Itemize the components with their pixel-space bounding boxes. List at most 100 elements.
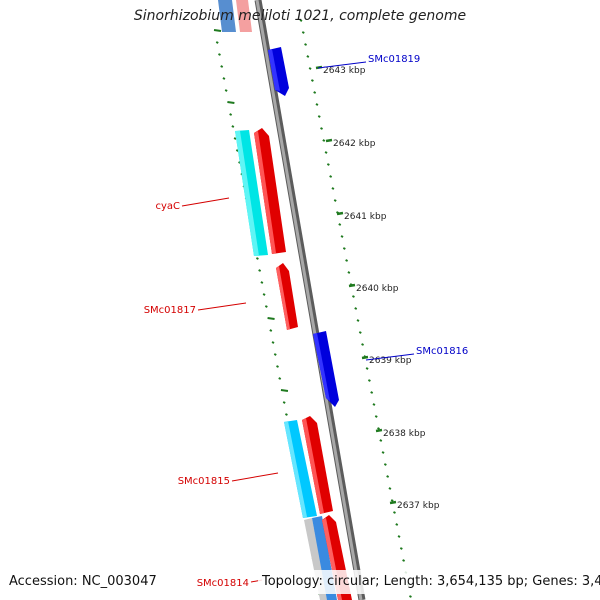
outer-tick [306,55,310,58]
gene-label-SMc01819[interactable]: SMc01819 [368,54,420,65]
gene-label-leader [197,302,247,311]
inner-tick [273,353,277,356]
outer-tick [374,415,378,418]
inner-tick [264,305,268,308]
gene-label-SMc01816[interactable]: SMc01816 [416,346,468,357]
cds-SMc01816-shade [313,333,330,401]
inner-tick [227,101,235,104]
outer-tick [402,559,406,562]
outer-tick [351,295,355,298]
outer-tick [397,535,401,538]
outer-tick [393,511,396,514]
rna-SMc01815-shade [284,421,307,518]
outer-tick [310,79,314,82]
kbp-labels: 2643 kbp 2642 kbp 2641 kbp 2640 kbp 2639 kbp… [315,65,440,511]
outer-tick [365,367,369,370]
inner-tick [269,329,273,332]
outer-tick [377,427,380,430]
kbp-label: 2640 kbp [356,284,399,294]
gene-label-leader [181,197,230,207]
inner-tick [229,113,233,116]
inner-tick [218,53,221,56]
cds-top-partial-blue[interactable] [218,0,236,32]
outer-tick [372,403,376,406]
accession-text: Accession: NC_003047 [9,574,157,589]
outer-tick [383,463,387,466]
gene-label-SMc01817[interactable]: SMc01817 [144,305,196,316]
cds-SMc01817[interactable] [276,263,298,330]
gene-labels: SMc01819 cyaC SMc01817 SMc01816 SMc01815 SMc0… [144,54,469,589]
inner-tick [224,89,228,92]
inner-tick [213,29,222,32]
outer-tick [408,595,412,598]
cds-SMc01819-shade [268,49,280,91]
outer-tick [342,247,346,250]
outer-tick [381,451,385,454]
genome-backbone-highlight [255,0,363,600]
outer-tick [388,487,392,490]
outer-tick [333,199,337,202]
genome-summary-text: Topology: circular; Length: 3,654,135 bp… [262,574,600,589]
outer-tick [320,127,323,130]
kbp-tick [389,500,397,505]
inner-tick [258,269,262,272]
kbp-tick [361,355,369,360]
outer-tick-track [299,19,412,598]
inner-tick [267,317,275,320]
genome-title: Sinorhizobium meliloti 1021, complete ge… [133,8,467,24]
outer-tick [317,115,321,118]
kbp-tick [348,283,356,288]
outer-tick [356,319,360,322]
kbp-label: 2639 kbp [369,356,412,366]
outer-tick [313,91,317,94]
inner-tick [271,341,275,344]
outer-tick [347,271,351,274]
outer-tick [399,547,403,550]
inner-tick [284,413,288,416]
outer-tick [370,391,374,394]
outer-tick [322,139,326,142]
inner-tick [262,293,266,296]
kbp-label: 2638 kbp [383,429,426,439]
outer-tick [324,151,328,154]
outer-tick [354,307,358,310]
outer-tick [308,67,312,70]
gene-label-leader [365,353,415,361]
gene-label-leader [317,61,367,69]
outer-tick [331,187,335,190]
inner-tick [260,281,264,284]
kbp-tick [336,211,344,216]
inner-tick [282,401,286,404]
gene-label-leader [231,472,279,482]
outer-tick [361,343,365,346]
kbp-label: 2642 kbp [333,139,376,149]
outer-tick [326,163,330,166]
outer-tick [395,523,399,526]
outer-tick [390,499,394,502]
outer-tick [301,31,305,34]
outer-tick [299,19,303,22]
cds-SMc01817-shade [276,266,290,330]
kbp-tick [325,138,333,143]
gene-label-SMc01814[interactable]: SMc01814 [197,578,249,589]
gene-label-cyaC[interactable]: cyaC [155,201,180,212]
outer-tick [367,379,371,382]
inner-tick [235,149,239,152]
kbp-label: 2637 kbp [397,501,440,511]
inner-tick [233,137,237,140]
outer-tick [386,475,390,478]
inner-tick [222,77,226,80]
outer-tick [358,331,362,334]
rna-cyaC-shade [235,131,259,256]
outer-tick [329,175,333,178]
gene-label-SMc01815[interactable]: SMc01815 [178,476,230,487]
inner-tick [278,377,282,380]
outer-tick [379,439,383,442]
outer-tick [304,43,308,46]
kbp-tick [375,428,383,433]
cds-top-partial-red[interactable] [236,0,252,32]
inner-tick [231,125,235,128]
outer-tick [340,235,344,238]
inner-tick [215,41,219,44]
